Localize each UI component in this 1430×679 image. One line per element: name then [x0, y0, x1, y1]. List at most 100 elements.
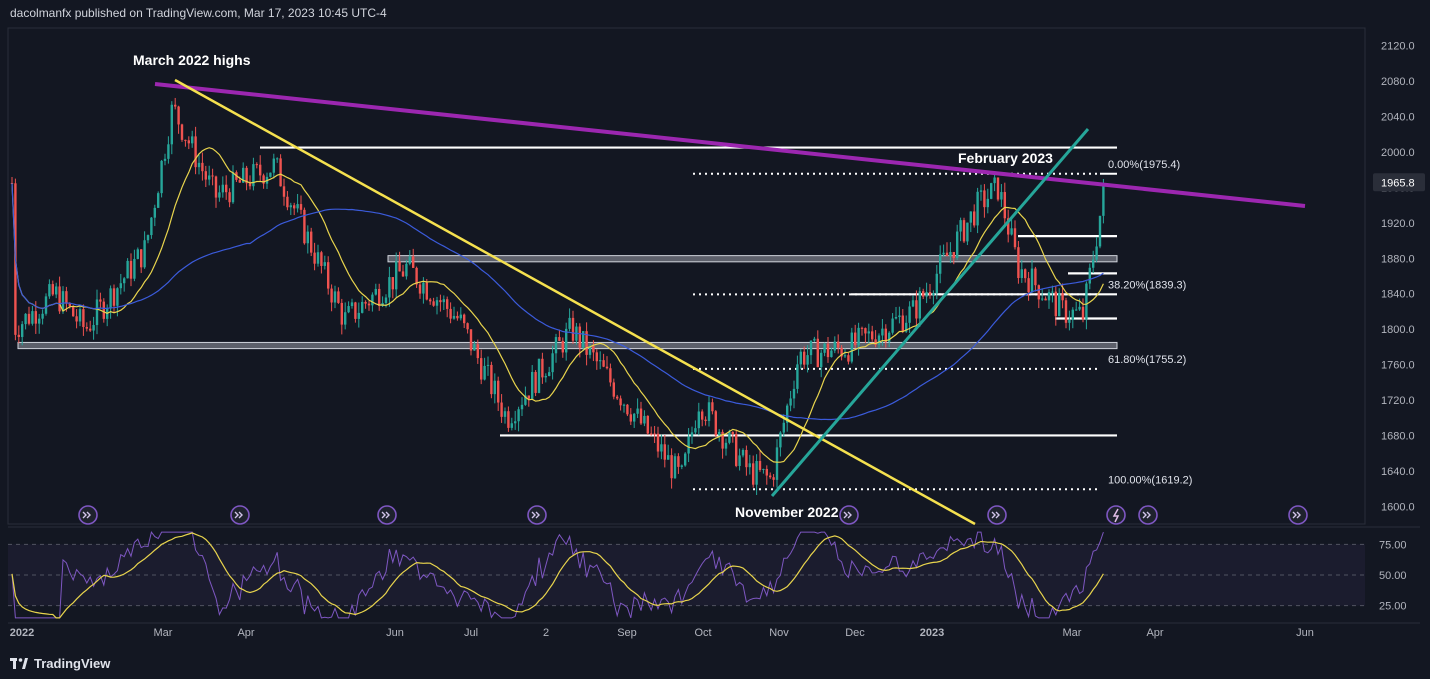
candle-body — [714, 411, 717, 436]
fast-forward-arrow — [843, 511, 852, 519]
price-chart[interactable]: 0.00%(1975.4) 38.20%(1839.3) 61.80%(1755.2… — [0, 24, 1430, 652]
candle-body — [337, 291, 340, 303]
candle-body — [1071, 309, 1074, 320]
y-tick-label: 1640.0 — [1381, 466, 1415, 478]
fast-forward-circle-icon — [1288, 505, 1308, 525]
candle-body — [578, 326, 581, 348]
candle-body — [347, 306, 350, 313]
candle-body — [806, 355, 809, 365]
candle-body — [639, 408, 643, 424]
fast-forward-circle-icon — [230, 505, 250, 525]
candle-body — [367, 303, 371, 306]
candle-body — [350, 302, 354, 307]
ma-short-line — [11, 147, 1104, 463]
candle-body — [823, 343, 826, 353]
y-tick-label: 2120.0 — [1381, 41, 1415, 53]
candle-body — [609, 368, 612, 383]
candle-body — [1102, 185, 1105, 216]
candle-body — [109, 288, 112, 309]
candle-body — [514, 421, 517, 424]
candle-body — [942, 252, 945, 255]
candle-body — [949, 252, 952, 257]
candle-body — [282, 186, 286, 197]
candle-body — [418, 284, 422, 294]
candle-body — [1088, 267, 1091, 284]
candle-body — [592, 346, 595, 353]
candle-body — [1027, 278, 1030, 293]
sr-zones — [17, 255, 1118, 350]
footer: TradingView — [0, 652, 1430, 679]
candle-body — [905, 322, 908, 332]
candle-body — [1092, 259, 1095, 268]
candle-body — [405, 263, 408, 277]
candle-body — [279, 158, 282, 187]
tradingview-logo[interactable]: TradingView — [10, 656, 110, 671]
candle-body — [21, 324, 24, 337]
candle-body — [769, 475, 772, 478]
candle-body — [313, 252, 316, 264]
candle-body — [316, 252, 320, 264]
candle-body — [735, 433, 738, 466]
candle-body — [891, 318, 894, 333]
candle-body — [629, 414, 632, 422]
candle-body — [772, 477, 775, 480]
candle-body — [412, 256, 415, 268]
candle-body — [595, 352, 598, 362]
candle-body — [813, 338, 816, 341]
candle-body — [143, 240, 146, 268]
candle-body — [177, 106, 180, 125]
last-price-badge — [1373, 173, 1425, 192]
time-axis: 2022 Mar Apr Jun Jul 2 Sep Oct Nov Dec 2023 Mar Apr J… — [8, 622, 1420, 639]
candle-body — [116, 288, 119, 306]
last-price-label: 1965.8 — [1381, 177, 1415, 189]
candle-body — [214, 176, 218, 198]
candle-body — [976, 191, 979, 226]
moving-averages — [11, 147, 1104, 463]
candle-body — [184, 139, 187, 141]
fib-label: 100.00%(1619.2) — [1108, 474, 1192, 486]
candle-body — [238, 179, 241, 183]
candle-body — [1098, 215, 1102, 247]
candle-body — [225, 184, 228, 193]
candle-body — [371, 294, 374, 306]
candle-body — [636, 408, 639, 414]
candle-body — [92, 325, 95, 331]
candle-body — [922, 291, 925, 297]
candle-body — [544, 375, 547, 378]
candle-body — [792, 388, 796, 399]
candle-body — [656, 433, 660, 452]
fib-labels: 0.00%(1975.4) 38.20%(1839.3) 61.80%(1755.2… — [1108, 159, 1192, 486]
candle-body — [911, 300, 915, 307]
candle-body — [690, 432, 694, 437]
candle-body — [221, 184, 224, 193]
y-tick-label: 1760.0 — [1381, 360, 1415, 372]
candle-body — [925, 292, 928, 297]
candle-body — [561, 340, 564, 353]
candle-body — [884, 328, 887, 342]
candle-body — [786, 405, 789, 423]
candle-body — [133, 258, 136, 279]
x-tick-label: Jul — [464, 627, 478, 639]
candle-body — [432, 301, 435, 306]
candle-body — [1013, 228, 1017, 248]
candle-body — [78, 309, 82, 322]
downtrend-line — [174, 78, 976, 526]
candle-body — [330, 288, 333, 303]
candle-body — [1051, 291, 1054, 293]
candle-body — [262, 175, 265, 184]
candle-body — [537, 358, 541, 393]
candle-body — [323, 262, 326, 266]
candle-body — [41, 313, 44, 319]
candle-body — [738, 455, 741, 466]
candle-body — [660, 444, 663, 452]
y-tick-label: 2080.0 — [1381, 76, 1415, 88]
candle-body — [969, 211, 972, 223]
fast-forward-circle-icon — [78, 505, 98, 525]
candle-body — [38, 318, 41, 324]
candle-body — [55, 286, 58, 295]
candle-body — [782, 422, 785, 433]
y-tick-label: 1800.0 — [1381, 324, 1415, 336]
candle-body — [956, 231, 959, 259]
annotations: March 2022 highs February 2023 November 20… — [133, 52, 1053, 520]
candle-body — [1003, 192, 1006, 219]
